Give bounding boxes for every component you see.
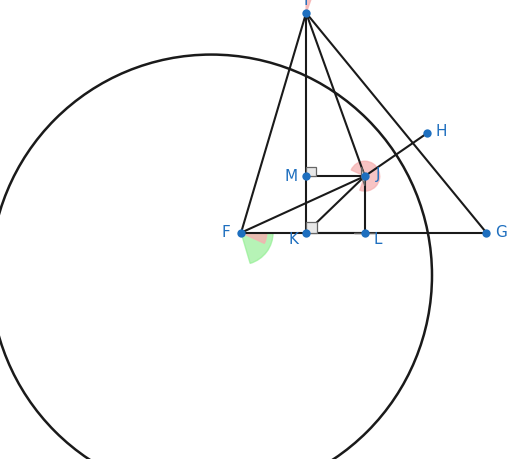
Text: L: L — [373, 232, 382, 246]
Polygon shape — [361, 167, 365, 186]
Wedge shape — [241, 233, 267, 243]
Polygon shape — [306, 222, 317, 233]
Text: G: G — [496, 225, 507, 240]
Wedge shape — [351, 161, 380, 191]
Text: K: K — [288, 232, 298, 246]
Text: J: J — [375, 167, 380, 181]
Wedge shape — [241, 233, 273, 263]
Text: F: F — [222, 225, 230, 240]
Text: M: M — [285, 168, 298, 184]
Text: I: I — [304, 0, 308, 8]
Text: H: H — [436, 124, 447, 139]
Polygon shape — [306, 167, 316, 176]
Wedge shape — [306, 0, 314, 13]
